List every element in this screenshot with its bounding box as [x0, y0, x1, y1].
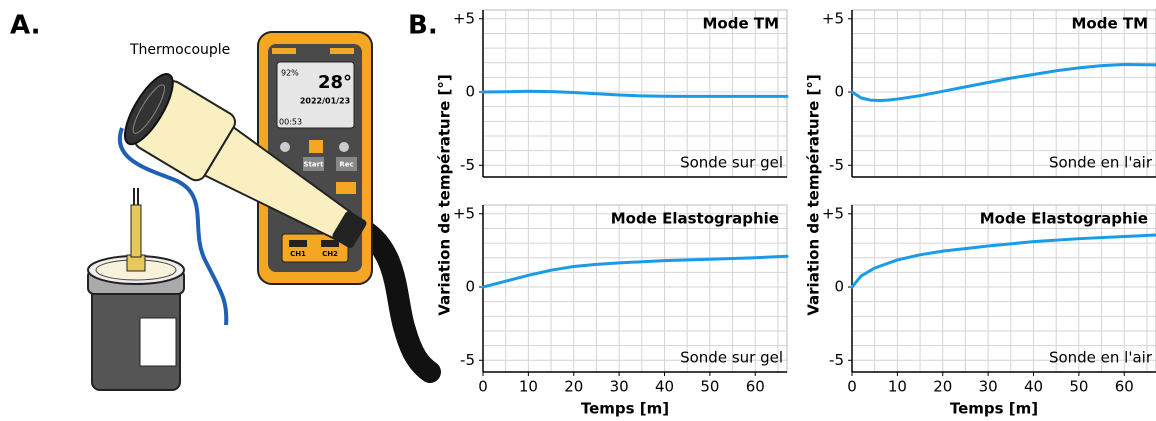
series-line	[850, 233, 1156, 289]
y-axis-label: Variation de température [°]	[436, 74, 454, 315]
y-tick-label: -5	[829, 156, 844, 174]
y-tick-label: 0	[834, 278, 844, 296]
annotation: Sonde sur gel	[680, 349, 783, 367]
chart-title: Mode Elastographie	[980, 210, 1148, 228]
device-screen	[276, 61, 355, 129]
x-tick-label: 50	[700, 378, 719, 396]
y-tick-label: 0	[465, 83, 475, 101]
x-tick-label: 10	[519, 378, 538, 396]
illustration: A. B. Thermocouple 92% 28° 2022/01/23 00…	[10, 11, 441, 391]
chart-title: Mode Elastographie	[611, 210, 779, 228]
screen-text: 28°	[318, 72, 352, 93]
x-tick-label: 20	[933, 378, 952, 396]
x-tick-label: 60	[746, 378, 765, 396]
series-line	[481, 254, 789, 289]
x-axis-label: Temps [m]	[950, 400, 1038, 418]
device-button	[336, 157, 357, 171]
device-button	[336, 182, 356, 194]
blue-wire	[117, 127, 229, 326]
x-tick-label: 60	[1115, 378, 1134, 396]
y-tick-label: 0	[465, 278, 475, 296]
device-slot	[330, 48, 354, 54]
panel-label: B.	[408, 11, 438, 41]
y-tick-label: -5	[460, 351, 475, 369]
button-label: Rec	[339, 161, 353, 169]
button-label: Start	[304, 161, 325, 169]
series-line	[481, 89, 789, 98]
probe-stick	[130, 204, 142, 258]
socket-label: CH2	[322, 250, 338, 258]
thermocouple-label: Thermocouple	[129, 42, 230, 58]
jar-label	[139, 317, 177, 367]
y-tick-label: +5	[822, 9, 844, 27]
x-tick-label: 30	[979, 378, 998, 396]
screen-text: 2022/01/23	[300, 97, 350, 106]
device-button	[280, 142, 290, 152]
annotation: Sonde en l'air	[1049, 154, 1153, 172]
x-tick-label: 0	[478, 378, 488, 396]
y-tick-label: -5	[829, 351, 844, 369]
cable	[349, 217, 441, 383]
device-slot	[272, 48, 296, 54]
probe-wire	[133, 188, 139, 205]
chart-title: Mode TM	[702, 15, 779, 33]
device-button	[303, 157, 324, 171]
annotation: Sonde sur gel	[680, 154, 783, 172]
probe-handle	[124, 73, 367, 249]
y-tick-label: +5	[822, 204, 844, 222]
y-tick-label: 0	[834, 83, 844, 101]
screen-text: 00:53	[279, 118, 302, 127]
y-tick-label: -5	[460, 156, 475, 174]
socket	[289, 240, 307, 247]
y-tick-label: +5	[453, 204, 475, 222]
y-axis-label: Variation de température [°]	[805, 74, 823, 315]
device-button	[339, 142, 349, 152]
socket-label: CH1	[290, 250, 306, 258]
y-tick-label: +5	[453, 9, 475, 27]
x-tick-label: 10	[888, 378, 907, 396]
x-axis-label: Temps [m]	[581, 400, 669, 418]
socket	[321, 240, 339, 247]
screen-text: 92%	[281, 69, 299, 78]
device-button	[309, 140, 323, 153]
panel-label: A.	[10, 11, 40, 41]
x-tick-label: 40	[655, 378, 674, 396]
x-tick-label: 50	[1069, 378, 1088, 396]
x-tick-label: 30	[610, 378, 629, 396]
x-tick-label: 20	[564, 378, 583, 396]
annotation: Sonde en l'air	[1049, 349, 1153, 367]
x-tick-label: 0	[847, 378, 857, 396]
x-tick-label: 40	[1024, 378, 1043, 396]
series-line	[850, 62, 1156, 103]
chart-title: Mode TM	[1071, 15, 1148, 33]
